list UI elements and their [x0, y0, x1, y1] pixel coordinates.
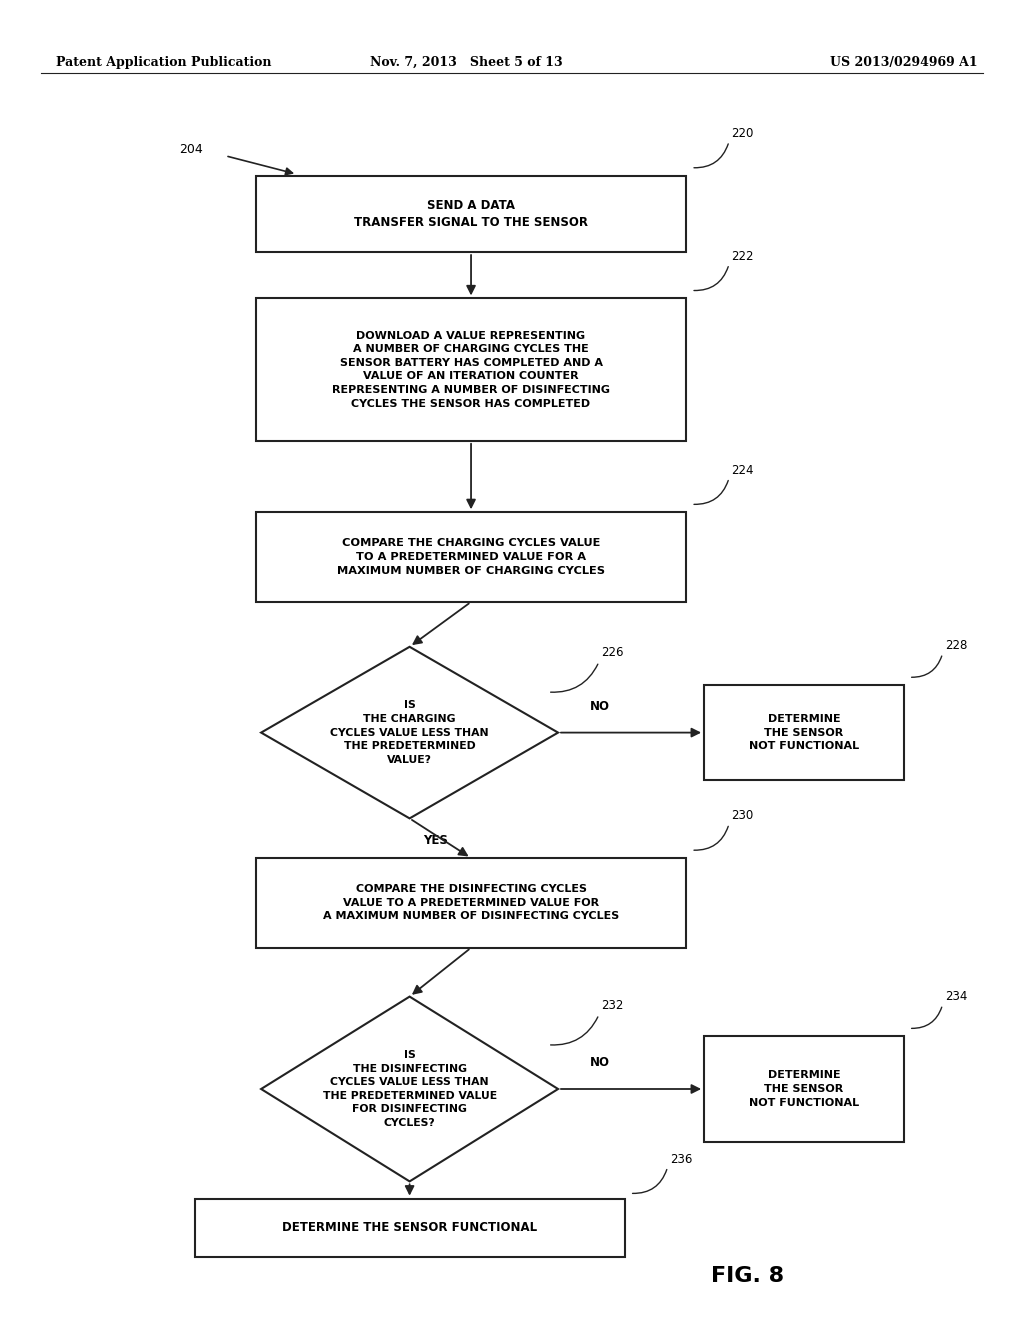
Text: SEND A DATA
TRANSFER SIGNAL TO THE SENSOR: SEND A DATA TRANSFER SIGNAL TO THE SENSO… — [354, 198, 588, 230]
Text: FIG. 8: FIG. 8 — [711, 1266, 784, 1287]
Text: NO: NO — [590, 700, 610, 713]
Text: DOWNLOAD A VALUE REPRESENTING
A NUMBER OF CHARGING CYCLES THE
SENSOR BATTERY HAS: DOWNLOAD A VALUE REPRESENTING A NUMBER O… — [332, 330, 610, 409]
Text: COMPARE THE CHARGING CYCLES VALUE
TO A PREDETERMINED VALUE FOR A
MAXIMUM NUMBER : COMPARE THE CHARGING CYCLES VALUE TO A P… — [337, 539, 605, 576]
Text: DETERMINE
THE SENSOR
NOT FUNCTIONAL: DETERMINE THE SENSOR NOT FUNCTIONAL — [749, 1071, 859, 1107]
Text: DETERMINE THE SENSOR FUNCTIONAL: DETERMINE THE SENSOR FUNCTIONAL — [282, 1221, 538, 1234]
Text: COMPARE THE DISINFECTING CYCLES
VALUE TO A PREDETERMINED VALUE FOR
A MAXIMUM NUM: COMPARE THE DISINFECTING CYCLES VALUE TO… — [323, 884, 620, 921]
Text: 222: 222 — [731, 249, 754, 263]
Bar — [256, 858, 686, 948]
Text: US 2013/0294969 A1: US 2013/0294969 A1 — [830, 55, 978, 69]
Bar — [256, 176, 686, 252]
Bar — [705, 1036, 904, 1142]
Bar — [256, 512, 686, 602]
Text: 220: 220 — [731, 127, 754, 140]
Text: Patent Application Publication: Patent Application Publication — [56, 55, 271, 69]
Bar — [195, 1199, 625, 1257]
Polygon shape — [261, 647, 558, 818]
Text: 226: 226 — [601, 645, 624, 659]
Text: YES: YES — [423, 834, 447, 847]
Text: NO: NO — [590, 1056, 610, 1069]
Text: 204: 204 — [179, 143, 203, 156]
Bar — [705, 685, 904, 780]
Text: DETERMINE
THE SENSOR
NOT FUNCTIONAL: DETERMINE THE SENSOR NOT FUNCTIONAL — [749, 714, 859, 751]
Text: 232: 232 — [601, 999, 624, 1011]
Text: 234: 234 — [945, 990, 967, 1003]
Text: YES: YES — [423, 1197, 447, 1210]
Polygon shape — [261, 997, 558, 1181]
Text: 224: 224 — [731, 463, 754, 477]
Text: Nov. 7, 2013   Sheet 5 of 13: Nov. 7, 2013 Sheet 5 of 13 — [370, 55, 562, 69]
Text: 228: 228 — [945, 639, 967, 652]
Bar — [256, 298, 686, 441]
Text: 230: 230 — [731, 809, 754, 822]
Text: IS
THE DISINFECTING
CYCLES VALUE LESS THAN
THE PREDETERMINED VALUE
FOR DISINFECT: IS THE DISINFECTING CYCLES VALUE LESS TH… — [323, 1049, 497, 1129]
Text: IS
THE CHARGING
CYCLES VALUE LESS THAN
THE PREDETERMINED
VALUE?: IS THE CHARGING CYCLES VALUE LESS THAN T… — [331, 701, 488, 764]
Text: 236: 236 — [670, 1152, 692, 1166]
